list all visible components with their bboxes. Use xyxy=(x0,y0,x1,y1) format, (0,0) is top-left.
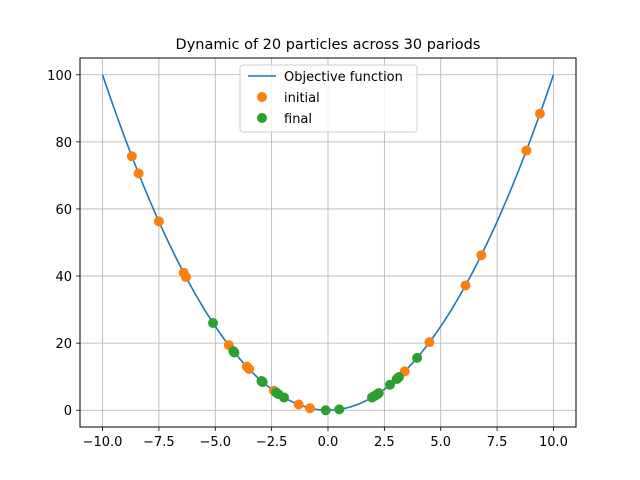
final-point xyxy=(373,388,384,399)
x-tick-label: 10.0 xyxy=(539,435,568,450)
final-point xyxy=(279,392,290,403)
chart-title: Dynamic of 20 particles across 30 pariod… xyxy=(176,37,481,53)
initial-point xyxy=(424,337,435,348)
final-point xyxy=(208,318,219,329)
y-tick-label: 100 xyxy=(47,69,72,84)
final-point xyxy=(394,372,405,383)
initial-point xyxy=(460,280,471,291)
y-tick-label: 20 xyxy=(55,337,72,352)
y-tick-label: 60 xyxy=(55,203,72,218)
initial-point xyxy=(133,168,144,179)
final-point xyxy=(229,347,240,358)
x-tick-label: 0.0 xyxy=(318,435,339,450)
final-point xyxy=(412,352,423,363)
x-tick-label: 7.5 xyxy=(487,435,508,450)
initial-point xyxy=(304,403,315,414)
legend-label-objective: Objective function xyxy=(284,70,403,85)
initial-point xyxy=(126,151,137,162)
x-tick-label: 5.0 xyxy=(430,435,451,450)
legend-swatch-final xyxy=(257,113,267,123)
x-tick-label: −10.0 xyxy=(83,435,123,450)
final-point xyxy=(334,404,345,415)
initial-point xyxy=(293,399,304,410)
final-point xyxy=(320,405,331,416)
x-tick-label: −2.5 xyxy=(256,435,288,450)
initial-point xyxy=(153,216,164,227)
x-tick-label: 2.5 xyxy=(374,435,395,450)
y-tick-label: 0 xyxy=(64,404,72,419)
legend: Objective function initial final xyxy=(239,64,418,133)
y-axis: 0 20 40 60 80 100 xyxy=(47,69,80,419)
final-point xyxy=(257,377,268,388)
final-point xyxy=(385,379,395,390)
y-tick-label: 80 xyxy=(55,136,72,151)
legend-label-initial: initial xyxy=(284,91,320,106)
x-tick-label: −7.5 xyxy=(143,435,175,450)
points-layer xyxy=(126,108,545,416)
x-axis: −10.0 −7.5 −5.0 −2.5 0.0 2.5 5.0 7.5 10.0 xyxy=(83,427,568,450)
initial-point xyxy=(180,272,191,283)
initial-point xyxy=(476,250,487,261)
y-tick-label: 40 xyxy=(55,270,72,285)
initial-point xyxy=(244,363,255,374)
initial-point xyxy=(534,108,545,119)
legend-box xyxy=(239,64,418,133)
x-tick-label: −5.0 xyxy=(199,435,231,450)
legend-swatch-initial xyxy=(257,92,267,102)
legend-label-final: final xyxy=(284,112,312,127)
initial-point xyxy=(521,145,532,156)
